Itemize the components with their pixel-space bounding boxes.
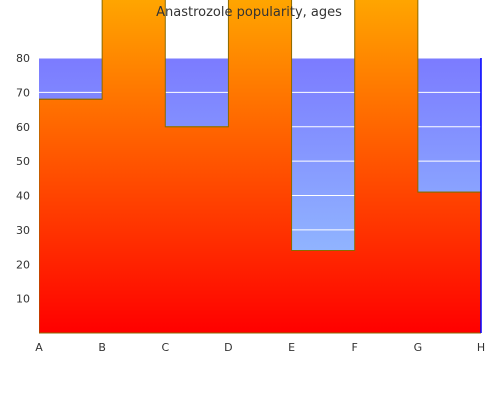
y-axis-ticks: 10 20 30 40 50 60 70 80 <box>16 52 30 306</box>
x-tick-label: C <box>161 341 169 354</box>
chart-title: Anastrozole popularity, ages <box>156 5 342 20</box>
x-axis-ticks: A B C D E F G H <box>35 341 485 354</box>
x-tick-label: F <box>352 341 358 354</box>
series-area <box>39 0 481 334</box>
x-tick-label: H <box>477 341 485 354</box>
area-layer <box>39 0 481 334</box>
y-tick-label: 60 <box>16 121 30 134</box>
x-tick-label: D <box>224 341 232 354</box>
y-tick-label: 10 <box>16 293 30 306</box>
y-tick-label: 80 <box>16 52 30 65</box>
y-tick-label: 20 <box>16 258 30 271</box>
y-tick-label: 30 <box>16 224 30 237</box>
y-tick-label: 50 <box>16 155 30 168</box>
x-tick-label: B <box>98 341 106 354</box>
x-tick-label: A <box>35 341 43 354</box>
y-tick-label: 40 <box>16 190 30 203</box>
y-tick-label: 70 <box>16 86 30 99</box>
x-tick-label: G <box>414 341 423 354</box>
x-tick-label: E <box>288 341 295 354</box>
